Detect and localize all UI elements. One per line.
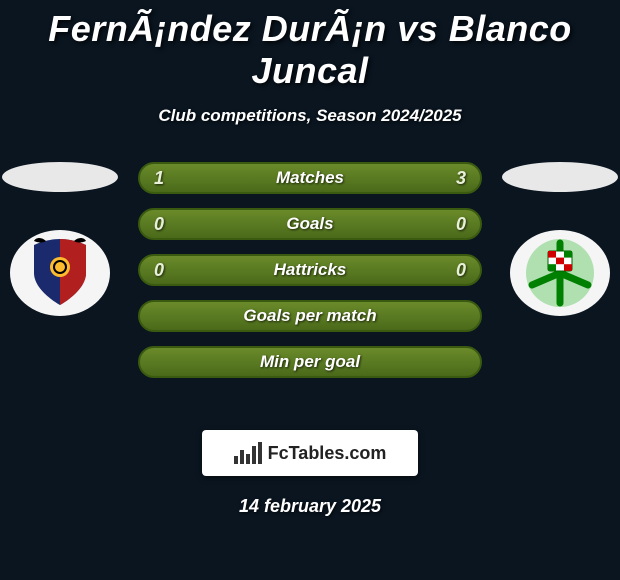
stat-rows: 1 Matches 3 0 Goals 0 0 Hattricks 0 Goal…: [138, 162, 482, 378]
stat-left-value: 1: [154, 168, 164, 189]
left-team-column: [0, 162, 120, 316]
stat-label: Goals per match: [243, 306, 376, 326]
racing-ferrol-crest-icon: [524, 237, 596, 309]
stat-label: Hattricks: [274, 260, 347, 280]
stat-row-gpm: Goals per match: [138, 300, 482, 332]
left-player-oval: [2, 162, 118, 192]
levante-crest-icon: [24, 237, 96, 309]
right-player-oval: [502, 162, 618, 192]
stat-left-value: 0: [154, 214, 164, 235]
stat-row-goals: 0 Goals 0: [138, 208, 482, 240]
page-subtitle: Club competitions, Season 2024/2025: [0, 106, 620, 126]
stat-right-value: 0: [456, 214, 466, 235]
stat-row-hattricks: 0 Hattricks 0: [138, 254, 482, 286]
branding-badge[interactable]: FcTables.com: [202, 430, 418, 476]
stat-row-matches: 1 Matches 3: [138, 162, 482, 194]
stat-label: Matches: [276, 168, 344, 188]
stats-area: 1 Matches 3 0 Goals 0 0 Hattricks 0 Goal…: [0, 162, 620, 412]
stat-right-value: 3: [456, 168, 466, 189]
page-title: FernÃ¡ndez DurÃ¡n vs Blanco Juncal: [0, 0, 620, 92]
bars-chart-icon: [234, 442, 262, 464]
left-team-crest: [10, 230, 110, 316]
stat-row-mpg: Min per goal: [138, 346, 482, 378]
branding-text: FcTables.com: [268, 443, 387, 464]
stat-right-value: 0: [456, 260, 466, 281]
footer-date: 14 february 2025: [0, 496, 620, 517]
stat-left-value: 0: [154, 260, 164, 281]
stat-label: Min per goal: [260, 352, 360, 372]
right-team-column: [500, 162, 620, 316]
right-team-crest: [510, 230, 610, 316]
stat-label: Goals: [286, 214, 333, 234]
